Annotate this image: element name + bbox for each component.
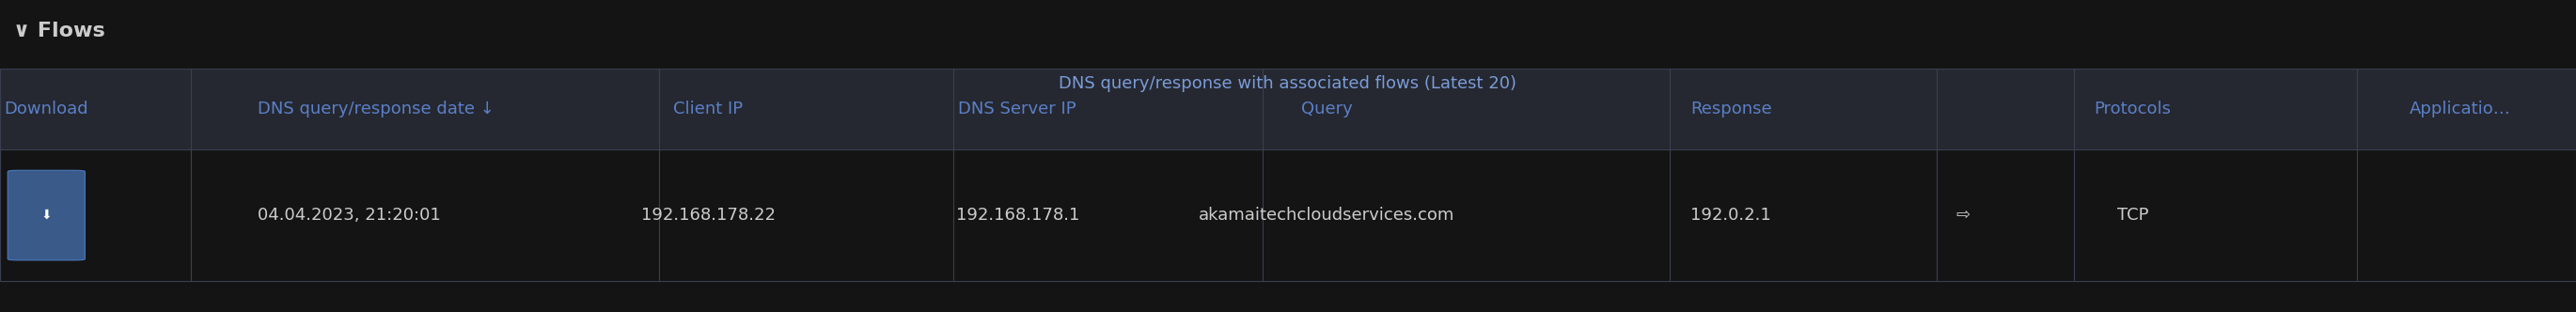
Text: DNS query/response with associated flows (Latest 20): DNS query/response with associated flows… bbox=[1059, 75, 1517, 92]
Text: TCP: TCP bbox=[2117, 207, 2148, 224]
Text: 192.168.178.1: 192.168.178.1 bbox=[956, 207, 1079, 224]
Text: Response: Response bbox=[1690, 101, 1772, 118]
Text: Protocols: Protocols bbox=[2094, 101, 2172, 118]
Text: 04.04.2023, 21:20:01: 04.04.2023, 21:20:01 bbox=[258, 207, 440, 224]
Text: ⬇: ⬇ bbox=[41, 209, 52, 222]
Text: 192.168.178.22: 192.168.178.22 bbox=[641, 207, 775, 224]
Text: 192.0.2.1: 192.0.2.1 bbox=[1690, 207, 1772, 224]
Text: Download: Download bbox=[5, 101, 88, 118]
FancyBboxPatch shape bbox=[0, 69, 2576, 150]
FancyBboxPatch shape bbox=[0, 150, 2576, 281]
Text: Query: Query bbox=[1301, 101, 1352, 118]
Text: akamaitechcloudservices.com: akamaitechcloudservices.com bbox=[1198, 207, 1455, 224]
Text: Applicatio…: Applicatio… bbox=[2409, 101, 2512, 118]
Text: DNS Server IP: DNS Server IP bbox=[958, 101, 1077, 118]
Text: DNS query/response date ↓: DNS query/response date ↓ bbox=[258, 101, 495, 118]
Text: ∨ Flows: ∨ Flows bbox=[13, 22, 106, 41]
Text: ⇨: ⇨ bbox=[1955, 207, 1971, 224]
Text: Client IP: Client IP bbox=[672, 101, 744, 118]
FancyBboxPatch shape bbox=[8, 170, 85, 260]
